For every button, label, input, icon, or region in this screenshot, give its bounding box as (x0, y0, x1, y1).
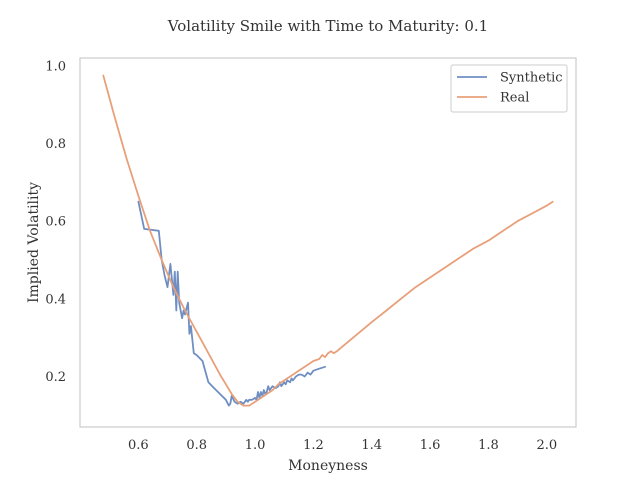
y-tick-label: 1.0 (45, 59, 66, 74)
y-axis-label: Implied Volatility (26, 182, 42, 303)
x-tick-label: 1.8 (478, 438, 499, 453)
legend-label: Real (500, 91, 529, 106)
y-tick-label: 0.4 (45, 292, 66, 307)
x-tick-label: 1.2 (303, 438, 324, 453)
x-tick-label: 1.0 (245, 438, 266, 453)
y-axis-ticks: 0.2 0.4 0.6 0.8 1.0 (45, 59, 66, 385)
legend-label: Synthetic (500, 71, 563, 86)
plot-frame (79, 57, 577, 428)
y-tick-label: 0.2 (45, 370, 66, 385)
x-tick-label: 1.4 (361, 438, 382, 453)
series-line-real (102, 74, 554, 407)
x-tick-label: 1.6 (420, 438, 441, 453)
series-layer (102, 74, 554, 407)
series-line-synthetic (137, 200, 327, 407)
plot-border (79, 57, 577, 428)
x-tick-label: 0.8 (186, 438, 207, 453)
y-tick-label: 0.8 (45, 137, 66, 152)
x-axis-label: Moneyness (288, 458, 368, 474)
x-tick-label: 2.0 (536, 438, 557, 453)
chart-title: Volatility Smile with Time to Maturity: … (167, 17, 488, 35)
x-axis-ticks: 0.6 0.8 1.0 1.2 1.4 1.6 1.8 2.0 (128, 438, 557, 453)
legend: Synthetic Real (450, 64, 568, 113)
y-tick-label: 0.6 (45, 215, 66, 230)
x-tick-label: 0.6 (128, 438, 149, 453)
